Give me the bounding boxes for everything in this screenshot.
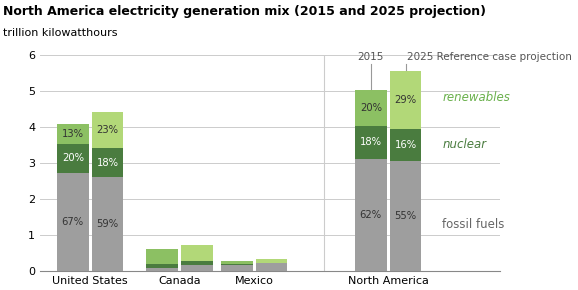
Bar [181,245,213,261]
Text: 13%: 13% [62,129,84,139]
Bar [355,126,387,159]
Text: renewables: renewables [442,91,510,104]
Bar [355,90,387,126]
Text: 20%: 20% [62,153,84,163]
Bar [255,263,287,271]
Bar [57,144,88,173]
Bar [390,129,421,161]
Bar [390,161,421,271]
Text: 67%: 67% [62,217,84,227]
Bar [146,264,178,268]
Bar [146,249,178,264]
Bar [181,265,213,271]
Text: 18%: 18% [97,157,118,168]
Bar [255,259,287,263]
Bar [181,261,213,265]
Bar [92,148,124,177]
Text: 2015: 2015 [358,52,384,62]
Text: 62%: 62% [360,210,382,220]
Bar [92,177,124,271]
Bar [221,265,253,271]
Text: 23%: 23% [97,125,118,135]
Bar [221,261,253,264]
Text: 59%: 59% [97,219,118,229]
Text: 55%: 55% [394,211,417,221]
Bar [146,268,178,271]
Bar [355,159,387,271]
Bar [57,124,88,144]
Text: 29%: 29% [394,95,417,105]
Text: 20%: 20% [360,103,382,113]
Text: 16%: 16% [394,140,417,150]
Text: nuclear: nuclear [442,138,487,151]
Text: 18%: 18% [360,137,382,147]
Bar [390,71,421,129]
Text: 2025 Reference case projection: 2025 Reference case projection [406,52,572,62]
Bar [57,173,88,271]
Bar [92,112,124,148]
Text: fossil fuels: fossil fuels [442,218,505,231]
Text: trillion kilowatthours: trillion kilowatthours [3,28,118,38]
Text: North America electricity generation mix (2015 and 2025 projection): North America electricity generation mix… [3,6,486,19]
